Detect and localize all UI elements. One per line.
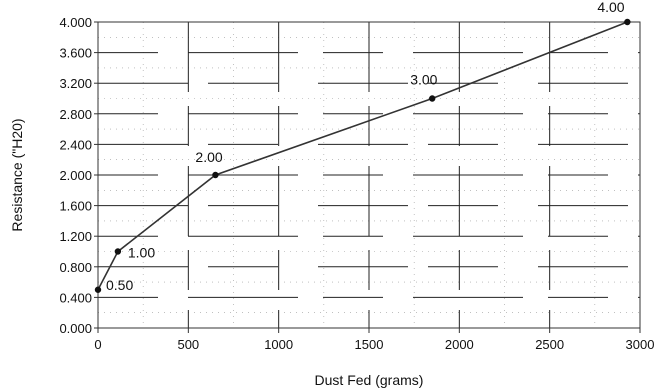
y-tick-label: 1.600 [59,199,92,214]
data-label: 3.00 [410,72,437,88]
data-point [429,95,436,102]
y-axis-ticks: 0.000 0.400 0.800 1.200 1.600 2.000 2.400 2.800… [59,15,98,336]
y-tick-label: 2.000 [59,168,92,183]
y-tick-label: 2.400 [59,137,92,152]
x-tick-label: 2000 [445,337,474,352]
data-label: 2.00 [195,149,222,165]
data-points [94,18,631,293]
y-axis-label: Resistance ("H20) [9,118,25,231]
y-tick-label: 0.800 [59,260,92,275]
x-tick-label: 0 [94,337,101,352]
data-label: 4.00 [597,0,624,15]
grid [98,22,640,328]
series-line [97,21,628,291]
data-labels: 0.50 1.00 2.00 3.00 4.00 [106,0,625,293]
data-point [94,286,102,293]
x-tick-label: 1000 [264,337,293,352]
y-tick-label: 0.000 [59,321,92,336]
data-point [624,18,631,26]
y-tick-label: 1.200 [59,229,92,244]
data-point [212,171,219,179]
y-tick-label: 3.600 [59,46,92,61]
data-label: 0.50 [106,277,133,293]
x-tick-label: 3000 [626,337,655,352]
x-tick-label: 500 [177,337,199,352]
x-tick-label: 1500 [355,337,384,352]
y-tick-label: 4.000 [59,15,92,30]
x-axis-label: Dust Fed (grams) [315,372,424,388]
data-point [114,248,122,255]
x-tick-label: 2500 [535,337,564,352]
x-axis-ticks: 0 500 1000 1500 2000 2500 3000 [94,328,654,352]
y-tick-label: 0.400 [59,290,92,305]
data-label: 1.00 [128,245,155,261]
y-tick-label: 2.800 [59,107,92,122]
y-tick-label: 3.200 [59,76,92,91]
